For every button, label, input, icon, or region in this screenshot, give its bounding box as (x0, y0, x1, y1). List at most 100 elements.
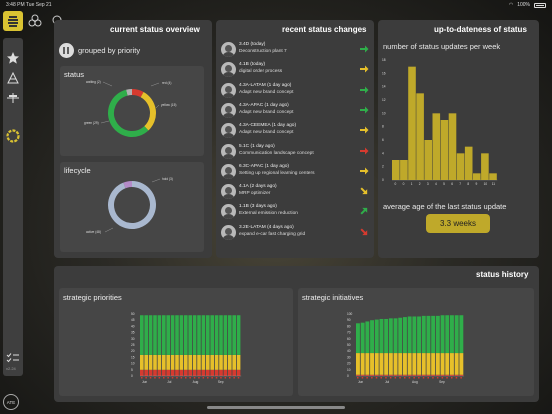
status-bar-right: ◠ 100% (509, 2, 546, 8)
change-item-subtitle: MRP optimizer (239, 191, 271, 197)
change-item-subtitle: expand e-car fast charging grid (239, 231, 306, 237)
trend-arrow-icon (360, 126, 369, 134)
history-bar-yellow (153, 354, 157, 370)
avatar (221, 184, 236, 200)
group-toggle-button[interactable] (59, 43, 74, 58)
status-ring-button[interactable] (5, 128, 21, 144)
change-item-subtitle: Adapt new brand concept (239, 109, 294, 115)
history-bar-red (398, 374, 403, 376)
change-row[interactable]: 1.1B (3 days ago) External emission reduc… (221, 203, 371, 222)
history-bar-yellow (184, 354, 188, 370)
histogram-bar (408, 66, 416, 180)
change-row[interactable]: 6.3C-APAC (1 day ago) Setting up regional… (221, 163, 371, 182)
history-bar-red (219, 369, 223, 376)
history-bar-green (197, 315, 201, 355)
x-tick-label: 6 (451, 182, 453, 186)
x-tick-label: Jul (385, 380, 389, 384)
histogram-bar (400, 160, 408, 180)
history-bar-green (214, 315, 219, 355)
timeline-button[interactable] (5, 90, 21, 106)
history-bar-green (166, 315, 170, 355)
change-row[interactable]: 3.4D (today) Deconstruction plant 7 (221, 41, 371, 60)
history-bar-yellow (236, 354, 241, 370)
hierarchy-view-button[interactable] (3, 11, 23, 31)
trend-arrow-icon (360, 106, 369, 114)
y-tick-label: 80 (347, 324, 351, 328)
label-active: active (48) (86, 230, 101, 234)
history-bar-yellow (166, 354, 170, 370)
change-item-title: 4.3A-APAC (1 day ago) (239, 102, 289, 108)
status-card[interactable] (60, 66, 204, 156)
history-bar-yellow (445, 353, 450, 375)
y-tick-label: 10 (382, 111, 386, 115)
history-bar-yellow (440, 353, 445, 375)
change-row[interactable]: 4.1B (today) digital order process (221, 61, 371, 80)
checklist-button[interactable] (5, 350, 21, 366)
y-tick-label: 20 (347, 362, 351, 366)
change-item-subtitle: Communication landscape concept (239, 150, 314, 156)
history-bar-yellow (398, 353, 403, 375)
history-bar-red (393, 374, 398, 376)
y-tick-label: 40 (347, 349, 351, 353)
pyramid-button[interactable] (5, 70, 21, 86)
history-bar-yellow (431, 353, 436, 375)
network-view-button[interactable] (25, 11, 45, 31)
change-row[interactable]: 3.2E-LATAM (4 days ago) expand e-car fast… (221, 224, 371, 243)
histogram-bar (473, 173, 481, 180)
y-tick-label: 10 (131, 362, 135, 366)
history-bar-yellow (201, 354, 206, 370)
history-bar-red (192, 369, 197, 376)
history-bar-yellow (393, 353, 398, 375)
label-hold: hold (3) (162, 177, 173, 181)
change-row[interactable]: 5.1C (1 day ago) Communication landscape … (221, 143, 371, 162)
x-tick-label: Aug (193, 380, 199, 384)
change-item-subtitle: Setting up regional learning centers (239, 170, 315, 176)
history-bar-yellow (162, 354, 166, 370)
y-tick-label: 4 (382, 151, 384, 155)
y-tick-label: 30 (131, 337, 135, 341)
lifecycle-card[interactable] (60, 162, 204, 252)
change-item-title: 4.1A (2 days ago) (239, 184, 277, 190)
x-tick-label: 5 (443, 182, 445, 186)
history-bar-yellow (197, 354, 201, 370)
sort-icon (63, 47, 69, 54)
history-bar-red (144, 369, 148, 376)
clock: 3:48 PM Tue Sep 21 (6, 2, 52, 8)
history-bar-yellow (170, 354, 175, 370)
trend-arrow-icon (360, 147, 369, 154)
y-tick-label: 0 (347, 374, 349, 378)
history-bar-red (450, 374, 454, 376)
change-row[interactable]: 4.3A-LATAM (1 day ago) Adapt new brand co… (221, 82, 371, 101)
trend-arrow-icon (360, 45, 369, 53)
avatar (221, 163, 236, 179)
history-bar-green (153, 315, 157, 355)
histogram-title: number of status updates per week (383, 42, 501, 51)
history-bar-green (188, 315, 192, 355)
version-label: v2.24 (6, 366, 16, 371)
history-bar-yellow (140, 354, 144, 370)
history-bar-green (421, 315, 426, 354)
history-bar-yellow (188, 354, 192, 370)
history-bar-red (417, 374, 421, 376)
initiatives-history-chart: 0 10 20 30 40 50 60 70 80 90 100 Jun Jul Aug Sep (347, 312, 465, 384)
x-tick-label: 0 (395, 182, 397, 186)
y-tick-label: 8 (382, 125, 384, 129)
histogram-bar (392, 160, 400, 180)
x-tick-label: Aug (412, 380, 418, 384)
history-bar-red (166, 369, 170, 376)
y-tick-label: 10 (347, 368, 351, 372)
favorites-button[interactable] (5, 50, 21, 66)
history-bar-yellow (228, 354, 232, 370)
change-row[interactable]: 4.3A-CEEMEA (1 day ago) Adapt new brand c… (221, 122, 371, 141)
status-bar: 3:48 PM Tue Sep 21 ◠ 100% (0, 0, 552, 10)
ate-button[interactable]: ATE (3, 394, 19, 410)
change-row[interactable]: 4.3A-APAC (1 day ago) Adapt new brand con… (221, 102, 371, 121)
y-tick-label: 60 (347, 337, 351, 341)
y-tick-label: 2 (382, 165, 384, 169)
avatar (221, 123, 236, 139)
changes-title: recent status changes (282, 25, 367, 34)
history-bar-red (459, 374, 464, 376)
change-row[interactable]: 4.1A (2 days ago) MRP optimizer (221, 183, 371, 202)
beehive-icon (8, 16, 18, 27)
